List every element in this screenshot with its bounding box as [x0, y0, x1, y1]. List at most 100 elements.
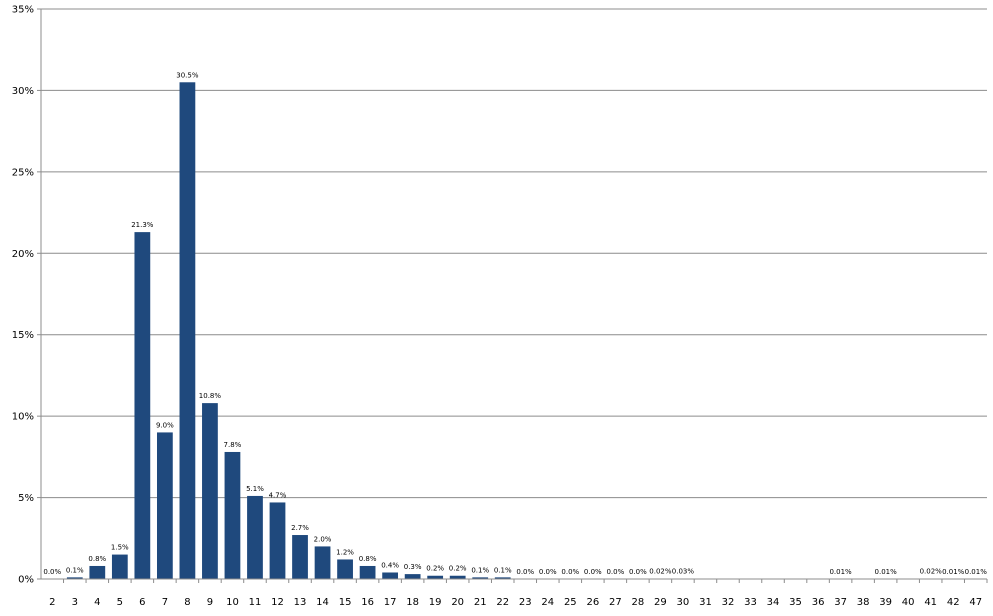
bars [67, 82, 984, 579]
data-label: 0.0% [584, 568, 602, 576]
x-tick-label: 24 [541, 597, 554, 608]
x-tick-label: 12 [271, 597, 284, 608]
x-tick-label: 19 [429, 597, 442, 608]
x-tick-label: 16 [361, 597, 374, 608]
data-label: 2.7% [291, 524, 309, 532]
bar [157, 432, 173, 579]
y-tick-label: 20% [12, 249, 34, 260]
bar [360, 566, 376, 579]
x-tick-label: 18 [406, 597, 419, 608]
bar [112, 555, 128, 579]
x-tick-label: 3 [72, 597, 78, 608]
bar [337, 559, 353, 579]
data-label: 0.0% [43, 568, 61, 576]
x-tick-label: 23 [519, 597, 532, 608]
x-tick-label: 47 [969, 597, 982, 608]
data-label: 0.1% [66, 566, 84, 574]
y-tick-label: 30% [12, 86, 34, 97]
data-label: 0.01% [965, 568, 988, 576]
x-tick-label: 5 [117, 597, 123, 608]
bar [405, 574, 421, 579]
data-label: 9.0% [156, 421, 174, 429]
x-tick-label: 32 [722, 597, 735, 608]
data-label: 7.8% [224, 441, 242, 449]
data-label: 0.02% [920, 568, 943, 576]
x-tick-label: 14 [316, 597, 329, 608]
x-tick-label: 38 [857, 597, 870, 608]
x-tick-label: 26 [586, 597, 599, 608]
data-label: 0.01% [829, 568, 852, 576]
y-tick-label: 35% [12, 5, 34, 16]
x-tick-label: 7 [162, 597, 168, 608]
x-tick-label: 31 [699, 597, 712, 608]
x-tick-label: 27 [609, 597, 622, 608]
x-tick-label: 37 [834, 597, 847, 608]
x-tick-label: 36 [812, 597, 825, 608]
x-tick-label: 28 [632, 597, 645, 608]
bar [89, 566, 105, 579]
data-label: 1.5% [111, 544, 129, 552]
data-label: 0.0% [516, 568, 534, 576]
data-label: 0.2% [449, 565, 467, 573]
x-tick-label: 20 [451, 597, 464, 608]
bar [225, 452, 241, 579]
x-tick-label: 11 [249, 597, 262, 608]
x-tick-label: 40 [902, 597, 915, 608]
y-tick-label: 10% [12, 412, 34, 423]
x-tick-label: 8 [184, 597, 190, 608]
y-tick-label: 15% [12, 330, 34, 341]
x-tick-label: 34 [767, 597, 780, 608]
data-label: 0.4% [381, 561, 399, 569]
axes [37, 9, 987, 583]
data-label: 2.0% [314, 535, 332, 543]
data-label: 0.8% [88, 555, 106, 563]
x-tick-label: 39 [879, 597, 892, 608]
x-tick-label: 17 [384, 597, 397, 608]
x-tick-label: 22 [496, 597, 509, 608]
data-label: 0.0% [539, 568, 557, 576]
data-label: 0.0% [561, 568, 579, 576]
data-label: 10.8% [199, 392, 222, 400]
bar [134, 232, 150, 579]
bar [270, 502, 286, 579]
data-label: 0.0% [629, 568, 647, 576]
x-tick-label: 33 [744, 597, 757, 608]
x-tick-label: 29 [654, 597, 667, 608]
bar [180, 82, 196, 579]
x-tick-label: 2 [49, 597, 55, 608]
data-label: 21.3% [131, 221, 154, 229]
bar [382, 572, 398, 579]
y-axis-ticks: 0% 5% 10% 15% 20% 25% 30% 35% [12, 5, 34, 586]
y-tick-label: 0% [18, 575, 34, 586]
bar [292, 535, 308, 579]
bar [247, 496, 263, 579]
x-tick-label: 10 [226, 597, 239, 608]
data-label: 0.03% [672, 568, 695, 576]
x-tick-label: 25 [564, 597, 577, 608]
data-label: 5.1% [246, 485, 264, 493]
x-tick-label: 9 [207, 597, 213, 608]
y-tick-label: 25% [12, 167, 34, 178]
data-label: 4.7% [269, 491, 287, 499]
x-tick-label: 6 [139, 597, 145, 608]
data-label: 0.1% [471, 566, 489, 574]
data-label: 0.8% [359, 555, 377, 563]
x-tick-label: 30 [677, 597, 690, 608]
x-tick-label: 15 [339, 597, 352, 608]
y-tick-label: 5% [18, 493, 34, 504]
x-tick-label: 4 [94, 597, 100, 608]
data-label: 30.5% [176, 71, 199, 79]
x-tick-label: 41 [924, 597, 937, 608]
x-tick-label: 35 [789, 597, 802, 608]
x-tick-label: 13 [294, 597, 307, 608]
data-label: 0.2% [426, 565, 444, 573]
data-label: 0.02% [649, 568, 672, 576]
data-label: 0.3% [404, 563, 422, 571]
bar [202, 403, 218, 579]
x-tick-label: 42 [947, 597, 960, 608]
data-label: 0.01% [942, 568, 965, 576]
data-label: 0.0% [606, 568, 624, 576]
